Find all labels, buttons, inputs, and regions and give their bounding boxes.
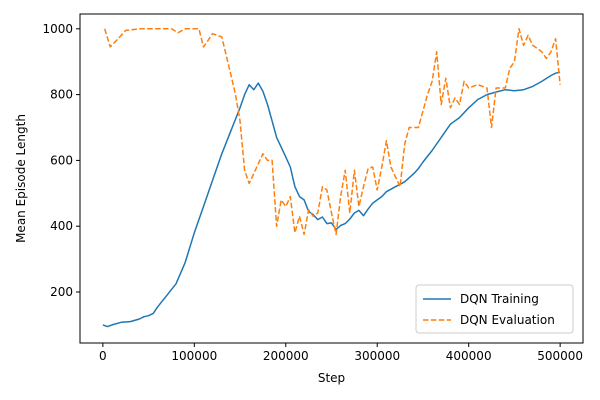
x-tick-label-3: 300000 [354, 349, 400, 363]
x-tick-label-1: 100000 [171, 349, 217, 363]
y-axis-label: Mean Episode Length [14, 114, 28, 243]
legend-box [415, 284, 574, 334]
y-axis: 200 400 600 800 1000 [42, 22, 80, 299]
y-tick-label-2: 600 [50, 153, 73, 167]
series-line-training [102, 71, 561, 328]
plot-frame [79, 13, 584, 344]
series-line-evaluation [103, 28, 561, 236]
x-tick-label-4: 400000 [446, 349, 492, 363]
legend-label-training: DQN Training [460, 292, 539, 306]
y-tick-label-0: 200 [50, 285, 73, 299]
y-tick-label-1: 400 [50, 219, 73, 233]
legend-label-evaluation: DQN Evaluation [460, 313, 555, 327]
x-axis-label: Step [318, 371, 345, 385]
y-tick-label-3: 800 [50, 88, 73, 102]
legend: DQN Training DQN Evaluation [415, 284, 574, 334]
x-tick-label-0: 0 [99, 349, 107, 363]
x-axis: 0 100000 200000 300000 400000 500000 [99, 343, 583, 363]
x-tick-label-2: 200000 [263, 349, 309, 363]
y-tick-label-4: 1000 [42, 22, 73, 36]
x-tick-label-5: 500000 [537, 349, 583, 363]
plot-lines [102, 28, 561, 328]
